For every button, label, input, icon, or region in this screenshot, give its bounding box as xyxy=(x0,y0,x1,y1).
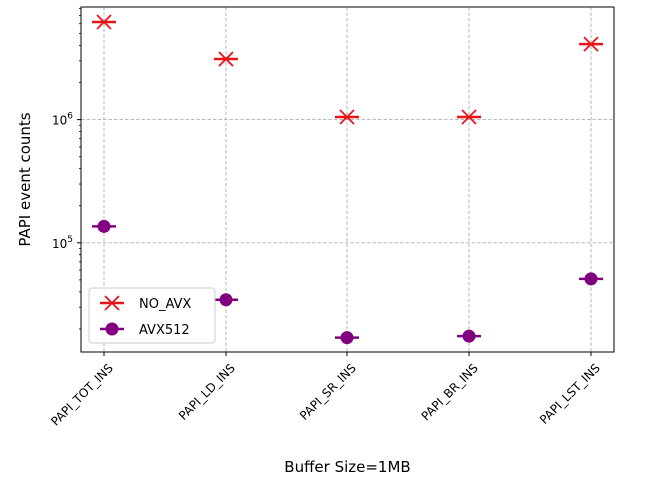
marker-cross xyxy=(218,51,234,67)
marker-dot xyxy=(584,272,598,286)
marker-dot xyxy=(97,219,111,233)
data-point-no_avx xyxy=(335,109,359,125)
data-point-avx512 xyxy=(335,331,359,345)
data-point-no_avx xyxy=(92,14,116,30)
data-point-no_avx xyxy=(214,51,238,67)
marker-dot xyxy=(105,322,119,336)
legend-label: NO_AVX xyxy=(139,297,191,312)
data-point-no_avx xyxy=(457,109,481,125)
grid xyxy=(81,7,614,352)
y-tick-label: 105 xyxy=(52,235,73,251)
marker-cross xyxy=(583,36,599,52)
y-axis-label: PAPI event counts xyxy=(16,112,34,246)
marker-dot xyxy=(340,331,354,345)
marker-cross xyxy=(104,295,120,311)
legend-marker xyxy=(100,322,124,336)
marker-dot xyxy=(219,293,233,307)
data-point-avx512 xyxy=(457,329,481,343)
x-tick-label: PAPI_TOT_INS xyxy=(48,361,116,429)
x-tick-label: PAPI_LST_INS xyxy=(537,361,603,427)
legend: NO_AVX AVX512 xyxy=(88,287,216,344)
x-axis-label: Buffer Size=1MB xyxy=(284,458,410,476)
x-tick-label: PAPI_SR_INS xyxy=(297,361,359,423)
marker-dot xyxy=(462,329,476,343)
marker-cross xyxy=(96,14,112,30)
y-tick-label: 106 xyxy=(52,112,73,128)
data-point-avx512 xyxy=(579,272,603,286)
x-tick-label: PAPI_BR_INS xyxy=(419,361,481,423)
legend-label: AVX512 xyxy=(139,323,190,338)
axis-ticks: PAPI_TOT_INS PAPI_LD_INS PAPI_SR_INS PAPI_B… xyxy=(48,7,603,429)
data-point-avx512 xyxy=(92,219,116,233)
data-point-no_avx xyxy=(579,36,603,52)
marker-cross xyxy=(461,109,477,125)
legend-marker xyxy=(100,295,124,311)
data-marks xyxy=(92,14,603,345)
x-tick-label: PAPI_LD_INS xyxy=(176,361,238,423)
data-point-avx512 xyxy=(214,293,238,307)
marker-cross xyxy=(339,109,355,125)
